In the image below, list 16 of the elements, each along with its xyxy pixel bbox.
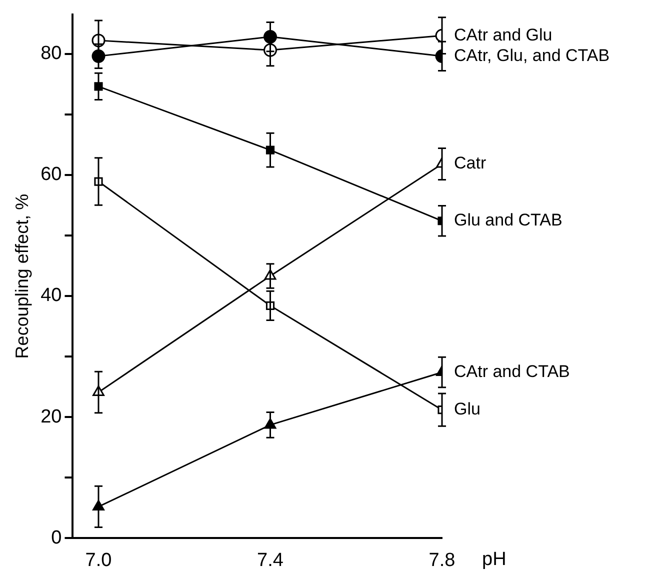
x-axis-title: pH — [482, 548, 506, 570]
y-tick-label: 20 — [40, 406, 62, 428]
series-label: Glu — [454, 400, 480, 419]
x-tick-label: 7.8 — [428, 550, 456, 571]
y-axis-title: Recoupling effect, % — [12, 194, 32, 359]
series-label: CAtr, Glu, and CTAB — [454, 46, 610, 65]
y-tick-label: 80 — [40, 42, 62, 64]
y-tick-label: 40 — [40, 285, 62, 306]
series-label: Catr — [454, 154, 486, 173]
x-tick-label: 7.0 — [85, 550, 112, 571]
y-tick-label: 60 — [40, 164, 62, 186]
y-tick-label: 0 — [51, 527, 62, 548]
x-tick-label: 7.4 — [257, 550, 284, 571]
series-label: CAtr and Glu — [454, 25, 552, 44]
series-label: Glu and CTAB — [454, 210, 562, 230]
series-label: CAtr and CTAB — [454, 362, 570, 381]
